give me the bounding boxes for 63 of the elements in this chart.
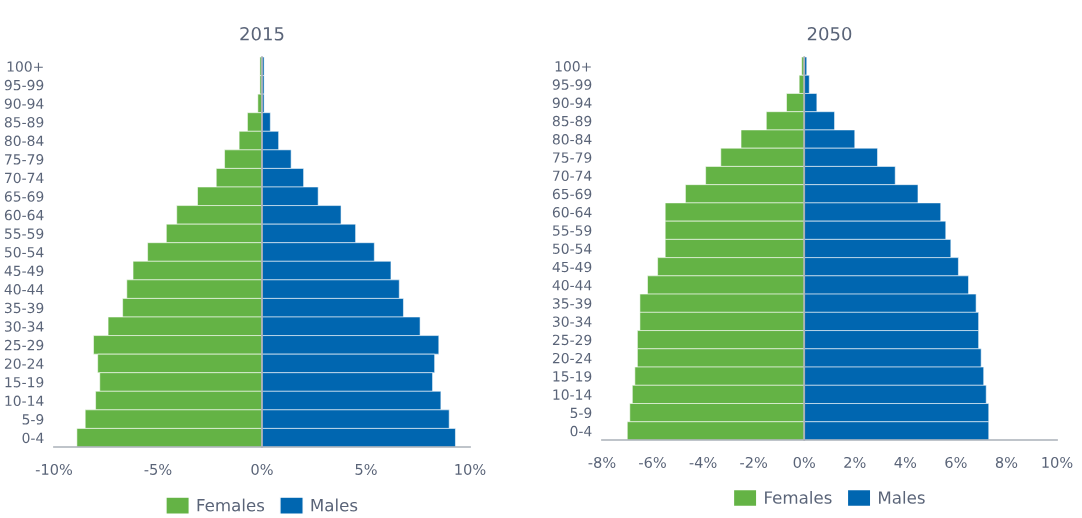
legend-label: Females [765,490,832,504]
y-tick-label: 40-44 [4,284,44,295]
y-tick-label: 95-99 [552,79,592,90]
legend-label: Females [197,498,265,512]
y-tick-label: 5-9 [570,407,592,419]
y-tick-label: 50-54 [4,246,44,258]
y-tick-label: 60-64 [552,206,592,218]
y-tick-label: 95-99 [4,79,44,91]
x-tick-label: 10% [455,463,486,475]
x-tick-label: -5% [144,463,172,475]
legend-label: Males [311,498,358,512]
y-tick-label: 85-89 [4,116,44,128]
y-tick-label: 0-4 [570,425,592,437]
y-tick-label: 35-39 [552,298,592,309]
chart-title: 2015 [240,26,284,41]
y-tick-label: 90-94 [552,97,592,109]
x-tick-label: -8% [588,456,616,468]
y-tick-label: 30-34 [552,316,592,327]
x-tick-label: 0% [251,463,273,475]
y-tick-label: 25-29 [552,334,592,346]
y-tick-label: 80-84 [552,134,592,145]
y-tick-label: 45-49 [552,261,592,273]
y-tick-label: 70-74 [5,172,44,184]
y-tick-label: 55-59 [552,225,592,236]
y-tick-label: 10-14 [553,389,592,400]
x-tick-label: 4% [894,456,917,468]
chart-title: 2050 [807,26,852,41]
y-tick-label: 30-34 [4,321,44,332]
y-tick-label: 70-74 [553,170,592,182]
x-tick-label: -2% [740,456,768,468]
x-tick-label: -6% [639,456,666,468]
y-tick-label: 80-84 [4,135,44,147]
y-tick-label: 100+ [555,61,591,72]
y-tick-label: 15-19 [553,371,592,382]
y-tick-label: 45-49 [4,265,44,277]
x-tick-label: 5% [355,463,377,475]
y-tick-label: 50-54 [552,243,592,254]
y-tick-label: 40-44 [552,279,592,291]
x-tick-label: 0% [793,456,815,468]
y-tick-label: 20-24 [4,358,44,369]
y-tick-label: 25-29 [4,339,44,351]
y-tick-label: 5-9 [22,414,44,425]
x-tick-label: 10% [1042,456,1073,468]
legend-label: Males [879,490,925,504]
x-tick-label: -4% [689,456,717,468]
x-tick-label: 2% [844,456,866,468]
y-tick-label: 60-64 [4,209,44,221]
y-tick-label: 65-69 [552,188,592,200]
y-tick-label: 65-69 [4,191,44,202]
y-tick-label: 0-4 [22,432,44,444]
y-tick-label: 55-59 [4,228,44,239]
y-tick-label: 10-14 [5,395,44,407]
x-tick-label: 8% [995,456,1018,468]
y-tick-label: 75-79 [553,152,592,163]
y-tick-label: 100+ [7,61,43,72]
y-tick-label: 20-24 [552,352,592,364]
y-tick-label: 90-94 [4,98,44,109]
y-tick-label: 85-89 [552,115,592,127]
y-tick-label: 35-39 [4,302,44,314]
y-tick-label: 15-19 [5,376,44,388]
x-tick-label: -10% [35,463,73,475]
y-tick-label: 75-79 [5,154,44,165]
x-tick-label: 6% [945,456,967,468]
